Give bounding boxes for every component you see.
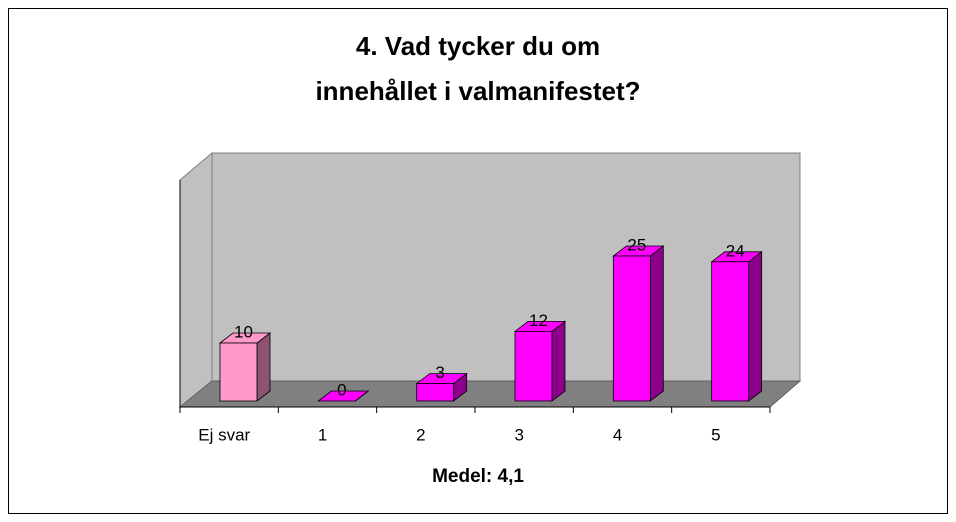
x-tick-label: 3 bbox=[515, 425, 524, 444]
bar bbox=[612, 255, 651, 402]
value-label: 25 bbox=[627, 235, 646, 254]
bar bbox=[416, 383, 455, 402]
side-wall bbox=[179, 151, 213, 409]
floor bbox=[178, 380, 802, 408]
value-label: 24 bbox=[726, 241, 745, 260]
x-axis-label: Medel: 4,1 bbox=[432, 466, 524, 487]
bar-side bbox=[551, 320, 566, 402]
x-tick-label: 2 bbox=[416, 425, 425, 444]
bar-top bbox=[317, 390, 370, 402]
value-label: 12 bbox=[529, 311, 548, 330]
bar-side bbox=[649, 245, 664, 402]
value-label: 10 bbox=[234, 322, 253, 341]
x-tick-label: 1 bbox=[318, 425, 327, 444]
x-tick-label: Ej svar bbox=[198, 425, 250, 444]
bar bbox=[514, 330, 553, 402]
x-tick-label: 4 bbox=[613, 425, 622, 444]
chart-title: innehållet i valmanifestet? bbox=[315, 76, 640, 106]
bar-side bbox=[748, 250, 763, 402]
bar-side bbox=[256, 332, 271, 402]
chart-title: 4. Vad tycker du om bbox=[356, 31, 600, 61]
value-label: 0 bbox=[337, 380, 346, 399]
x-tick-label: 5 bbox=[711, 425, 720, 444]
bar bbox=[711, 261, 750, 402]
bar bbox=[219, 342, 258, 402]
value-label: 3 bbox=[435, 363, 444, 382]
